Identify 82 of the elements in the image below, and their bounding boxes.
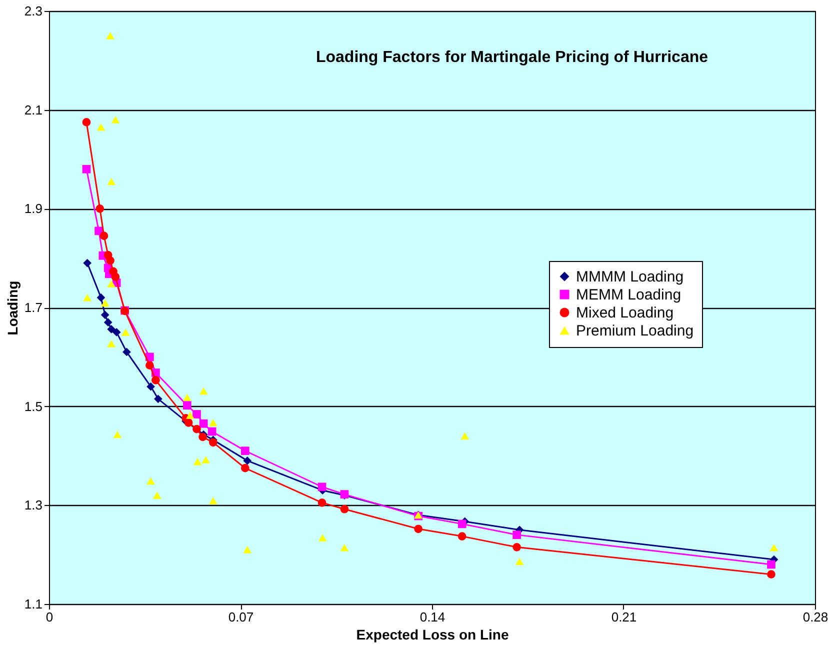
point (458, 520, 466, 528)
point (96, 293, 106, 302)
legend-label: Premium Loading (576, 322, 694, 340)
legend-label: MMMM Loading (576, 268, 684, 286)
point (243, 456, 252, 465)
point (96, 124, 106, 131)
point (113, 430, 122, 438)
point (107, 325, 116, 334)
point (83, 294, 92, 302)
point (186, 412, 194, 419)
point (152, 376, 160, 384)
point (208, 497, 218, 504)
y-tick-label: 1.7 (24, 300, 42, 315)
point (104, 318, 112, 327)
point (82, 118, 91, 126)
point (318, 498, 326, 507)
point (96, 204, 104, 213)
y-tick-label: 1.3 (24, 498, 42, 513)
y-tick-label: 1.9 (24, 201, 42, 216)
point (512, 530, 521, 539)
point (193, 458, 202, 466)
point (100, 232, 108, 240)
point (107, 280, 116, 288)
text: Loading Factors for Martingale Pricing of Hurricane (316, 49, 708, 66)
legend-label: Mixed Loading (576, 304, 674, 322)
point (240, 464, 250, 472)
y-tick-label: 1.5 (24, 398, 42, 414)
point (100, 299, 110, 307)
legend-label: MEMM Loading (576, 286, 682, 304)
point (767, 570, 776, 579)
point (340, 544, 349, 552)
point (146, 382, 155, 391)
point (318, 482, 326, 492)
point (414, 524, 423, 534)
point (512, 542, 521, 552)
point (146, 477, 155, 485)
point (208, 427, 216, 436)
point (83, 258, 92, 268)
point (154, 394, 162, 404)
point (111, 116, 120, 124)
y-tick-label: 2.1 (24, 102, 42, 118)
point (182, 401, 192, 410)
point (460, 432, 470, 440)
point (152, 492, 162, 499)
point (106, 256, 114, 265)
point (243, 546, 252, 554)
point (100, 310, 110, 320)
x-tick-label: 0.21 (611, 610, 637, 624)
point (107, 178, 116, 186)
point (199, 387, 208, 395)
point (107, 340, 116, 348)
point (121, 328, 130, 336)
point (199, 419, 208, 428)
x-axis-title: Expected Loss on Line (356, 626, 509, 642)
point (106, 32, 114, 40)
y-tick-label: 1.1 (24, 596, 42, 612)
point (82, 164, 91, 174)
point (208, 438, 218, 447)
x-tick-label: 0.28 (802, 610, 828, 624)
point (192, 424, 201, 434)
point (122, 348, 131, 356)
y-axis-title: Loading (4, 280, 20, 336)
point (458, 532, 466, 540)
point (515, 558, 524, 566)
y-tick-label: 2.3 (24, 4, 42, 18)
point (240, 446, 250, 455)
point (145, 361, 154, 370)
point (198, 432, 207, 442)
point (184, 418, 193, 427)
point (192, 410, 201, 418)
x-tick-label: 0 (46, 610, 54, 624)
x-tick-label: 0.07 (228, 610, 254, 624)
point (111, 272, 120, 282)
point (202, 456, 210, 464)
point (182, 394, 192, 402)
point (318, 534, 327, 542)
x-tick-label: 0.14 (420, 610, 446, 624)
point (340, 504, 349, 514)
point (770, 544, 778, 552)
point (767, 560, 776, 569)
point (208, 419, 218, 426)
point (112, 328, 121, 336)
